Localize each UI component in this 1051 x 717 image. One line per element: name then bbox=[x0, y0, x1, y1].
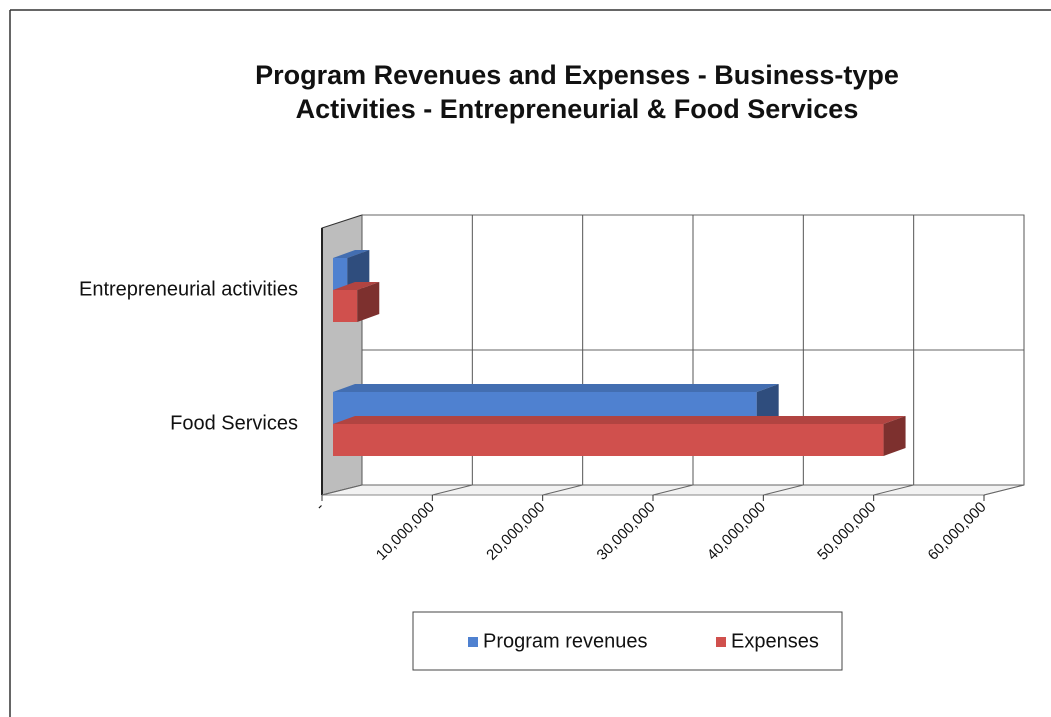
bar-front bbox=[333, 258, 348, 290]
floor-grid-line bbox=[983, 484, 1025, 496]
bar-top bbox=[333, 250, 370, 258]
floor-grid-line bbox=[321, 484, 363, 496]
bar bbox=[333, 282, 380, 322]
chart-title: Program Revenues and Expenses - Business… bbox=[255, 60, 899, 124]
bar bbox=[333, 416, 906, 456]
legend-swatch bbox=[468, 637, 478, 647]
x-tick-label: 50,000,000 bbox=[814, 499, 879, 564]
floor-grid-line bbox=[652, 484, 694, 496]
x-tick-label: 40,000,000 bbox=[704, 499, 769, 564]
bar-side bbox=[347, 250, 370, 290]
category-label: Food Services bbox=[170, 412, 298, 434]
legend-box bbox=[412, 611, 843, 671]
bar-top bbox=[333, 282, 380, 290]
bar-top bbox=[333, 416, 906, 424]
bar bbox=[333, 250, 370, 290]
x-tick-label: 10,000,000 bbox=[373, 499, 438, 564]
legend-label: Program revenues bbox=[483, 630, 648, 652]
legend-swatch bbox=[716, 637, 726, 647]
x-tick-label: - bbox=[312, 499, 328, 515]
floor-grid-line bbox=[542, 484, 583, 496]
floor-grid-line bbox=[873, 484, 914, 496]
bar-front bbox=[333, 290, 358, 322]
x-tick-label: 60,000,000 bbox=[925, 499, 990, 564]
bar-side bbox=[756, 384, 779, 424]
bar-front bbox=[333, 424, 884, 456]
x-tick-label: 30,000,000 bbox=[594, 499, 659, 564]
category-label: Entrepreneurial activities bbox=[79, 278, 298, 300]
bar-top bbox=[333, 384, 779, 392]
floor-grid-line bbox=[763, 484, 804, 496]
legend-label: Expenses bbox=[731, 630, 819, 652]
floor-grid-line bbox=[432, 484, 473, 496]
bar-side bbox=[883, 416, 906, 456]
x-tick-label: 20,000,000 bbox=[483, 499, 548, 564]
bar-side bbox=[357, 282, 380, 322]
